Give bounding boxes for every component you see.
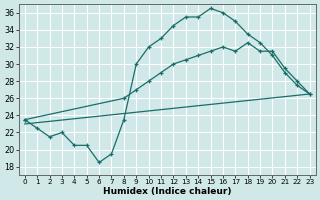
- X-axis label: Humidex (Indice chaleur): Humidex (Indice chaleur): [103, 187, 231, 196]
